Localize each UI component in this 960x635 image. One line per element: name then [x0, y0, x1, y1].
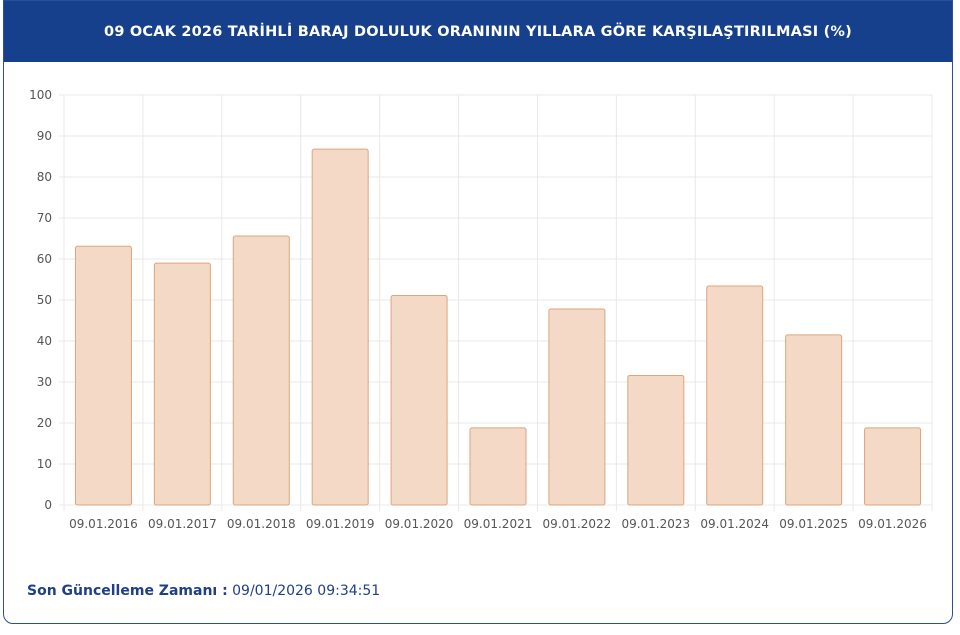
chart-title: 09 OCAK 2026 TARİHLİ BARAJ DOLULUK ORANI… [104, 23, 852, 40]
x-tick-label: 09.01.2025 [779, 517, 848, 531]
bar-09.01.2016 [74, 245, 132, 506]
x-tick-label: 09.01.2022 [543, 517, 612, 531]
last-update: Son Güncelleme Zamanı : 09/01/2026 09:34… [27, 583, 380, 599]
bar-layer [74, 148, 922, 506]
x-tick-label: 09.01.2019 [306, 517, 375, 531]
y-tick-label: 0 [44, 498, 52, 512]
bar-09.01.2022 [548, 308, 606, 506]
y-tick-label: 30 [37, 375, 52, 389]
y-tick-label: 60 [37, 252, 52, 266]
x-tick-label: 09.01.2021 [464, 517, 533, 531]
bar-09.01.2018 [232, 235, 290, 506]
x-tick-label: 09.01.2016 [69, 517, 138, 531]
y-tick-label: 70 [37, 211, 52, 225]
bar-09.01.2025 [785, 334, 843, 506]
chart-card: 09 OCAK 2026 TARİHLİ BARAJ DOLULUK ORANI… [3, 0, 953, 624]
y-tick-label: 80 [37, 170, 52, 184]
bar-09.01.2023 [627, 374, 685, 506]
y-tick-label: 90 [37, 129, 52, 143]
bar-09.01.2021 [469, 427, 527, 506]
bar-09.01.2026 [864, 427, 922, 506]
y-tick-label: 10 [37, 457, 52, 471]
y-tick-label: 50 [37, 293, 52, 307]
bar-09.01.2017 [153, 262, 211, 506]
bar-09.01.2024 [706, 285, 764, 506]
y-tick-label: 100 [29, 88, 52, 102]
x-tick-label: 09.01.2026 [858, 517, 927, 531]
x-tick-label: 09.01.2023 [621, 517, 690, 531]
x-tick-label: 09.01.2017 [148, 517, 217, 531]
y-axis-ticks: 0 10 20 30 40 50 60 70 80 90 100 [29, 88, 52, 512]
bar-09.01.2019 [311, 148, 369, 506]
x-tick-label: 09.01.2020 [385, 517, 454, 531]
y-tick-label: 40 [37, 334, 52, 348]
last-update-value: 09/01/2026 09:34:51 [232, 583, 381, 599]
x-tick-label: 09.01.2018 [227, 517, 296, 531]
bar-09.01.2020 [390, 294, 448, 506]
x-tick-label: 09.01.2024 [700, 517, 769, 531]
bar-chart: 0 10 20 30 40 50 60 70 80 90 100 09.01.2016 09.01.2… [4, 62, 952, 542]
last-update-label: Son Güncelleme Zamanı : [27, 583, 228, 599]
y-tick-label: 20 [37, 416, 52, 430]
x-axis-ticks: 09.01.2016 09.01.2017 09.01.2018 09.01.2019… [69, 517, 927, 531]
chart-header: 09 OCAK 2026 TARİHLİ BARAJ DOLULUK ORANI… [4, 1, 952, 62]
